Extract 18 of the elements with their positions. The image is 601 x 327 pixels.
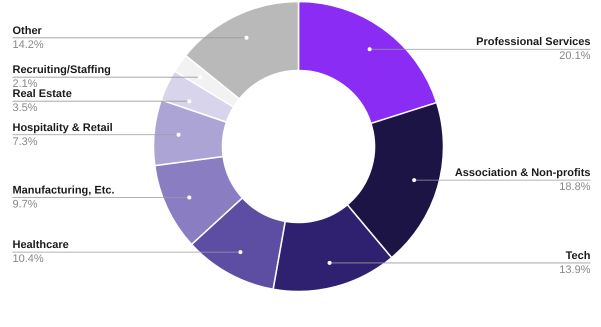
data-label: 3.5% xyxy=(12,102,38,114)
slice-label: Healthcare xyxy=(12,239,69,252)
slice-label: Manufacturing, Etc. xyxy=(12,184,115,196)
data-label: 7.3% xyxy=(12,136,38,148)
slice-label: Tech xyxy=(566,250,591,262)
data-label: 14.2% xyxy=(12,38,44,51)
data-label: 10.4% xyxy=(12,253,44,266)
slice-label: Recruiting/Staffing xyxy=(12,64,111,76)
slice-label: Hospitality & Retail xyxy=(12,122,113,134)
slice-label: Association & Non-profits xyxy=(454,167,591,180)
data-label: 18.8% xyxy=(559,181,591,194)
data-label: 9.7% xyxy=(12,198,38,210)
slice-label: Other xyxy=(12,24,43,37)
data-label: 2.1% xyxy=(12,78,38,90)
slice-label: Professional Services xyxy=(476,36,591,48)
slice-label: Real Estate xyxy=(12,88,72,100)
data-label: 20.1% xyxy=(559,50,591,62)
data-label: 13.9% xyxy=(559,264,591,276)
